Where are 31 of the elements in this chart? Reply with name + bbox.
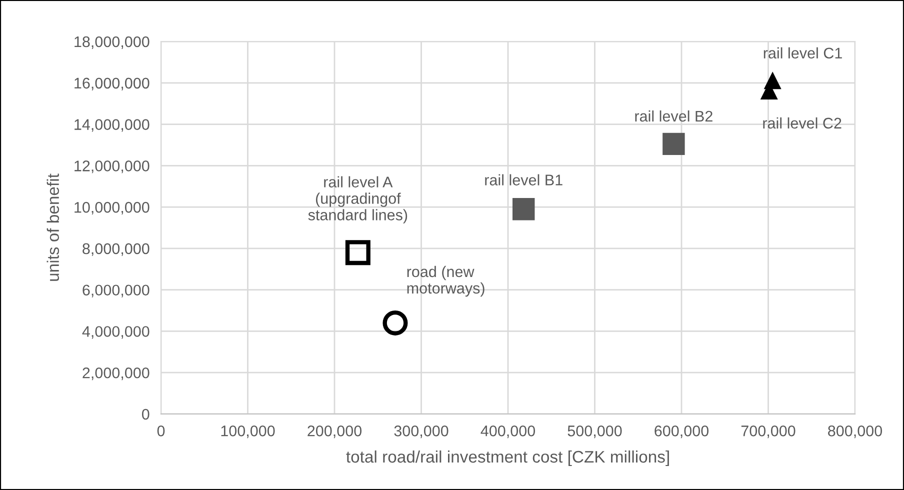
series-label: rail level C2 <box>763 117 842 129</box>
x-axis-title: total road/rail investment cost [CZK millions] <box>346 450 669 466</box>
x-tick-label: 100,000 <box>221 426 275 438</box>
point <box>662 132 685 156</box>
point <box>382 310 408 336</box>
x-tick-label: 200,000 <box>308 426 362 438</box>
series-label: rail level B2 <box>635 110 712 122</box>
y-tick-label: 2,000,000 <box>82 367 150 380</box>
series-label: rail level B1 <box>485 174 562 186</box>
x-tick-label: 600,000 <box>654 426 709 438</box>
x-tick-label: 0 <box>157 426 165 436</box>
y-tick-label: 8,000,000 <box>82 243 150 256</box>
x-tick-label: 500,000 <box>568 426 622 438</box>
x-tick-label: 400,000 <box>480 426 536 438</box>
x-tick-label: 700,000 <box>741 426 796 438</box>
point <box>512 198 535 220</box>
y-tick-label: 4,000,000 <box>82 326 150 339</box>
x-tick-label: 300,000 <box>394 426 448 438</box>
y-tick-label: 0 <box>142 408 150 420</box>
point <box>345 240 370 266</box>
series-label: rail level C1 <box>764 47 842 59</box>
y-tick-label: 16,000,000 <box>74 78 150 90</box>
y-tick-label: 14,000,000 <box>74 119 150 132</box>
y-tick-label: 6,000,000 <box>82 284 150 298</box>
y-tick-label: 12,000,000 <box>74 160 150 174</box>
series-label: road (new motorways) <box>407 266 484 297</box>
y-tick-label: 18,000,000 <box>74 36 150 49</box>
text: rail level A (upgradingof standard lines) <box>308 176 408 224</box>
y-axis-title: units of benefit <box>46 174 60 281</box>
x-tick-label: 800,000 <box>828 426 882 438</box>
y-tick-label: 10,000,000 <box>74 202 150 215</box>
